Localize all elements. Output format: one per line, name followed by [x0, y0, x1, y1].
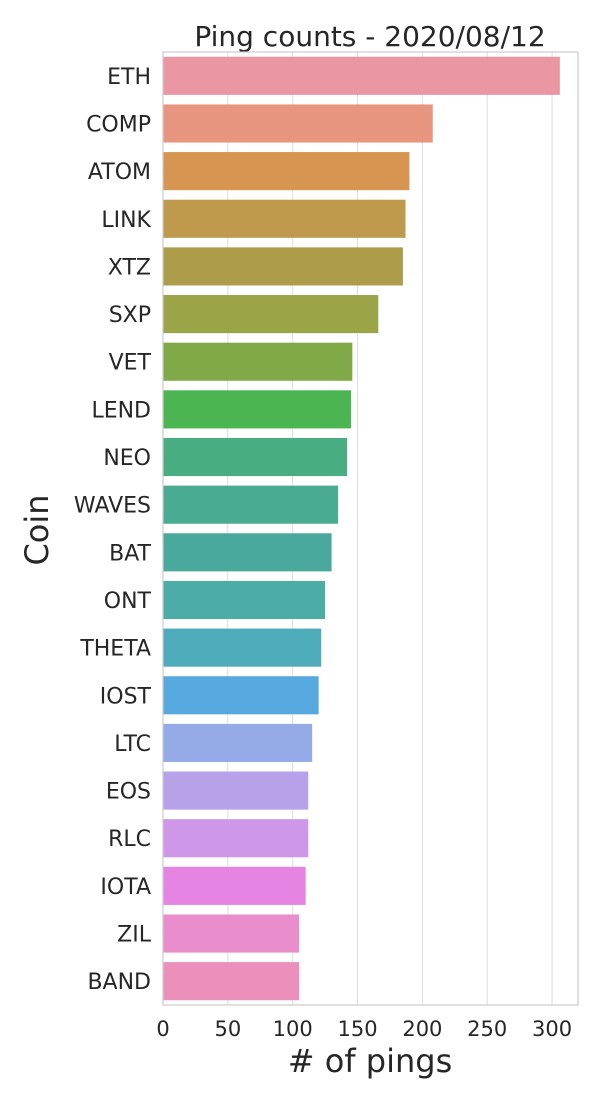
category-label: LINK	[101, 208, 151, 233]
category-label: THETA	[79, 637, 151, 662]
grid-lines	[162, 52, 553, 1005]
bar-band	[163, 962, 300, 1001]
bar-iost	[163, 676, 319, 715]
bar-zil	[163, 914, 300, 953]
category-label: IOTA	[100, 875, 151, 900]
category-label: VET	[109, 351, 152, 376]
category-label: BAT	[109, 541, 151, 566]
category-label: ATOM	[88, 160, 151, 185]
category-label: ZIL	[117, 923, 152, 948]
bar-ltc	[163, 723, 313, 762]
bar-atom	[163, 152, 410, 191]
x-tick-labels: 0 50 100 150 200 250 300	[156, 1017, 572, 1041]
bar-eth	[163, 56, 560, 95]
category-label: RLC	[108, 827, 151, 852]
x-tick-label: 200	[402, 1017, 442, 1041]
x-tick-label: 250	[467, 1017, 507, 1041]
bar-vet	[163, 342, 353, 381]
category-label: BAND	[87, 970, 151, 995]
bar-xtz	[163, 247, 403, 286]
bar-ont	[163, 580, 326, 620]
category-label: WAVES	[74, 494, 151, 519]
bar-theta	[163, 628, 322, 667]
category-label: LEND	[91, 398, 151, 423]
bar-sxp	[163, 295, 379, 334]
category-labels: ETH COMP ATOM LINK XTZ SXP VET LEND NEO WAVES BAT O…	[74, 65, 152, 995]
x-tick-label: 50	[214, 1017, 241, 1041]
category-label: XTZ	[108, 255, 151, 280]
x-axis-label: # of pings	[288, 1042, 452, 1080]
category-label: EOS	[106, 780, 151, 805]
plot-frame	[162, 51, 579, 1006]
bar-link	[163, 199, 406, 238]
x-tick-label: 0	[156, 1017, 169, 1041]
category-label: ONT	[104, 589, 152, 614]
category-label: LTC	[114, 732, 151, 757]
category-label: COMP	[86, 112, 151, 137]
bar-bat	[163, 533, 332, 572]
bar-eos	[163, 771, 309, 810]
x-tick-label: 300	[532, 1017, 572, 1041]
chart-title: Ping counts - 2020/08/12	[194, 20, 545, 53]
bar-comp	[163, 104, 433, 143]
bars	[163, 56, 560, 1001]
category-label: IOST	[100, 684, 152, 709]
bar-iota	[163, 866, 306, 905]
x-tick-label: 150	[337, 1017, 377, 1041]
y-axis-label: Coin	[18, 494, 56, 565]
bar-lend	[163, 390, 352, 429]
bar-waves	[163, 485, 339, 524]
x-tick-label: 100	[273, 1017, 313, 1041]
category-label: SXP	[109, 303, 151, 328]
bar-rlc	[163, 819, 309, 858]
category-label: NEO	[103, 446, 151, 471]
category-label: ETH	[107, 65, 151, 90]
bar-neo	[163, 437, 348, 477]
